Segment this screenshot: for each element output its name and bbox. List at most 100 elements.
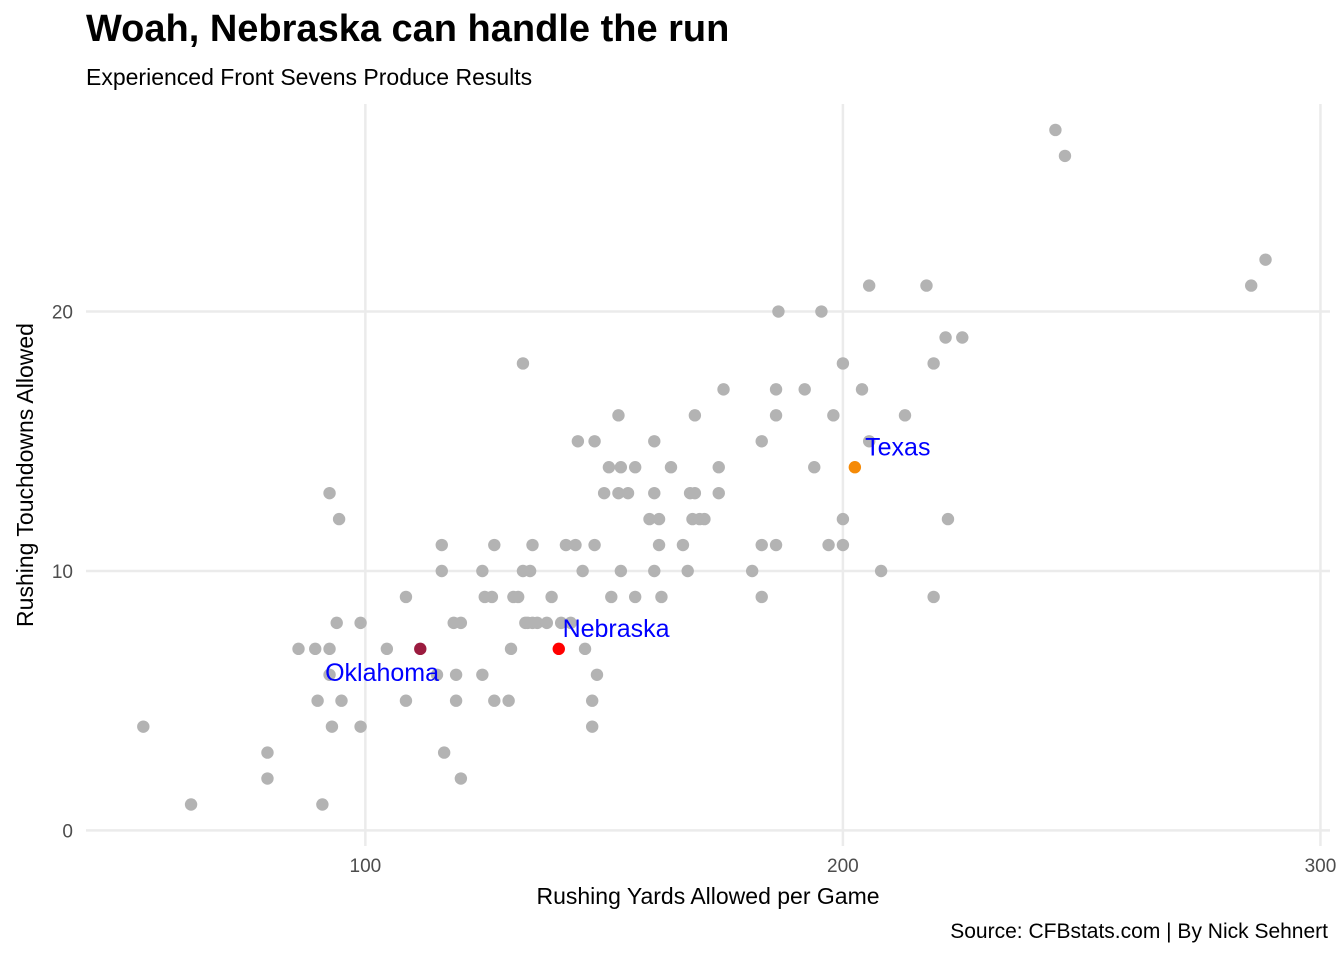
team-point	[874, 564, 888, 578]
team-point	[755, 538, 768, 552]
team-point	[612, 409, 625, 422]
team-point	[184, 798, 198, 811]
team-point	[588, 538, 601, 552]
team-point	[399, 694, 413, 707]
team-point	[309, 642, 322, 656]
label-nebraska: Nebraska	[563, 615, 670, 643]
y-tick-label: 0	[62, 821, 73, 842]
team-point	[655, 590, 668, 604]
team-point	[898, 409, 912, 422]
team-point	[354, 720, 367, 733]
team-point	[681, 564, 694, 578]
team-point	[540, 616, 554, 630]
team-point	[399, 590, 413, 604]
team-point	[323, 486, 336, 500]
team-point	[502, 694, 515, 707]
team-point	[808, 461, 821, 474]
team-point	[698, 512, 711, 526]
team-point	[664, 461, 678, 474]
team-point	[516, 357, 530, 370]
team-point	[354, 616, 367, 630]
team-point	[755, 435, 768, 448]
team-point	[435, 538, 448, 552]
team-point	[1245, 279, 1258, 292]
team-annotations: Oklahoma Nebraska Texas	[325, 433, 930, 687]
team-point	[325, 720, 339, 733]
team-point	[511, 590, 525, 604]
team-point	[261, 772, 274, 785]
chart-caption: Source: CFBstats.com | By Nick Sehnert	[950, 920, 1328, 943]
team-point	[648, 435, 661, 448]
team-point	[323, 642, 336, 656]
team-point	[430, 668, 444, 681]
team-point	[836, 512, 850, 526]
team-point	[621, 486, 635, 500]
team-point	[941, 512, 955, 526]
team-point	[488, 538, 501, 552]
team-point	[956, 331, 969, 344]
team-point	[576, 564, 589, 578]
team-point	[380, 642, 394, 656]
team-point	[628, 461, 642, 474]
point-oklahoma	[414, 642, 427, 656]
team-point	[628, 590, 642, 604]
team-point	[652, 538, 666, 552]
team-point	[585, 720, 599, 733]
team-point	[769, 538, 783, 552]
team-point	[717, 383, 730, 396]
team-point	[597, 486, 611, 500]
label-oklahoma: Oklahoma	[325, 659, 439, 687]
team-point	[523, 564, 537, 578]
team-point	[261, 746, 274, 759]
x-tick-label: 200	[827, 856, 859, 877]
y-tick-label: 10	[52, 562, 73, 583]
team-point	[485, 590, 499, 604]
team-point	[827, 409, 840, 422]
x-tick-label: 300	[1305, 856, 1337, 877]
team-point	[454, 616, 468, 630]
point-nebraska	[552, 642, 565, 656]
team-point	[755, 590, 768, 604]
team-point	[798, 383, 811, 396]
team-point	[330, 616, 343, 630]
team-point	[855, 383, 869, 396]
team-point	[504, 642, 518, 656]
team-point	[602, 461, 616, 474]
team-point	[332, 512, 346, 526]
chart-title: Woah, Nebraska can handle the run	[86, 8, 730, 50]
team-point	[590, 668, 604, 681]
team-point	[676, 538, 690, 552]
team-point	[862, 279, 876, 292]
team-point	[545, 590, 558, 604]
team-point	[836, 538, 850, 552]
team-point	[323, 668, 336, 681]
team-point	[652, 512, 666, 526]
team-point	[939, 331, 952, 344]
team-point	[927, 357, 940, 370]
team-point	[1058, 149, 1072, 163]
team-point	[712, 461, 725, 474]
team-point	[335, 694, 348, 707]
team-point	[437, 746, 451, 759]
team-point	[554, 616, 568, 630]
team-point	[435, 564, 448, 578]
team-point	[526, 538, 539, 552]
team-point	[643, 512, 656, 526]
team-point	[772, 305, 785, 318]
team-point	[605, 590, 618, 604]
team-point	[836, 357, 850, 370]
team-point	[311, 694, 324, 707]
grid-lines	[86, 104, 1330, 846]
team-point	[614, 461, 628, 474]
y-tick-label: 20	[52, 303, 73, 324]
x-tick-label: 100	[350, 856, 382, 877]
team-point	[137, 720, 150, 733]
team-point	[449, 668, 463, 681]
team-point	[476, 668, 489, 681]
data-points	[137, 123, 1272, 811]
team-point	[564, 616, 577, 630]
team-point	[822, 538, 835, 552]
point-texas	[848, 461, 862, 474]
team-point	[559, 538, 573, 552]
